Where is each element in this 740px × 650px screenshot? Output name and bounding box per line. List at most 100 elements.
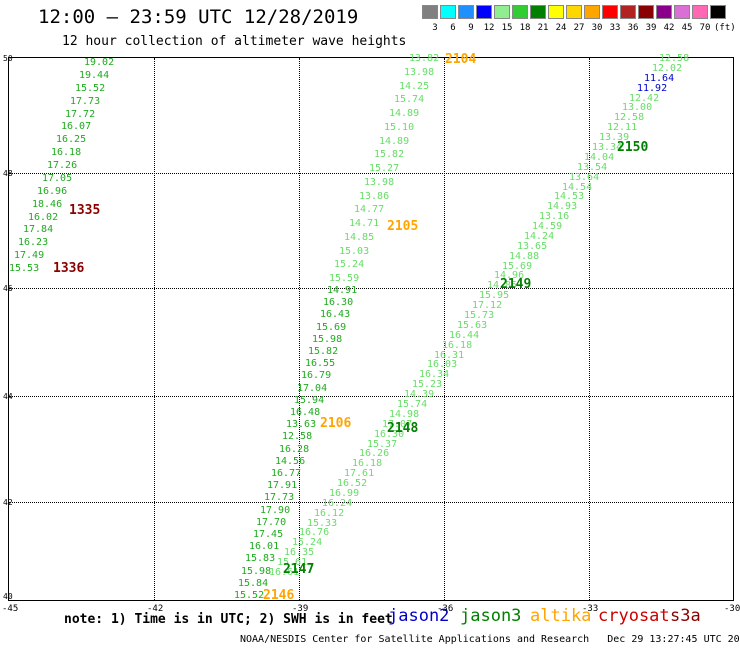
scale-label: 3 — [432, 23, 438, 33]
wave-height-value: 12.11 — [607, 122, 638, 133]
grid-line — [9, 396, 733, 397]
wave-height-value: 16.07 — [61, 121, 92, 132]
wave-height-value: 16.23 — [18, 237, 49, 248]
wave-height-value: 16.43 — [320, 309, 351, 320]
wave-height-value: 11.64 — [644, 73, 675, 84]
satellite-jason2: jason2 — [388, 606, 450, 626]
wave-height-value: 17.73 — [264, 492, 295, 503]
wave-height-value: 15.69 — [502, 261, 533, 272]
pass-time-label: 2147 — [283, 562, 315, 577]
wave-height-value: 13.54 — [577, 162, 608, 173]
wave-height-value: 15.23 — [412, 379, 443, 390]
pass-time-label: 2105 — [387, 219, 419, 234]
scale-label: 21 — [537, 23, 549, 33]
wave-height-value: 17.61 — [344, 468, 375, 479]
wave-height-value: 13.39 — [599, 132, 630, 143]
scale-swatch — [530, 5, 546, 19]
wave-height-value: 16.18 — [51, 147, 82, 158]
scale-label: 15 — [501, 23, 513, 33]
wave-height-value: 17.04 — [297, 383, 328, 394]
wave-height-value: 16.35 — [284, 547, 315, 558]
scale-swatch — [422, 5, 438, 19]
wave-height-value: 16.99 — [329, 488, 360, 499]
wave-height-value: 15.03 — [339, 246, 370, 257]
scale-swatch — [476, 5, 492, 19]
satellite-altika: altika — [530, 606, 592, 626]
scale-swatch — [566, 5, 582, 19]
wave-height-value: 14.39 — [404, 389, 435, 400]
scale-label: 18 — [519, 23, 531, 33]
wave-height-value: 16.61 — [269, 567, 300, 578]
wave-height-value: 16.01 — [249, 541, 280, 552]
longitude-label: -36 — [437, 604, 454, 614]
wave-height-value: 16.34 — [419, 369, 450, 380]
wave-height-value: 16.24 — [322, 498, 353, 509]
wave-height-value: 16.12 — [314, 508, 345, 519]
satellite-s3a: s3a — [670, 606, 701, 626]
wave-height-value: 14.96 — [494, 270, 525, 281]
wave-height-value: 17.07 — [382, 419, 413, 430]
wave-height-value: 16.02 — [28, 212, 59, 223]
wave-height-value: 17.12 — [472, 300, 503, 311]
wave-height-value: 15.52 — [234, 590, 265, 601]
wave-height-value: 14.56 — [275, 456, 306, 467]
wave-height-value: 14.93 — [547, 201, 578, 212]
scale-swatch — [512, 5, 528, 19]
wave-height-value: 14.98 — [389, 409, 420, 420]
scale-label: 6 — [450, 23, 456, 33]
wave-height-value: 12.42 — [629, 93, 660, 104]
wave-height-value: 13.00 — [622, 102, 653, 113]
wave-height-value: 13.86 — [359, 191, 390, 202]
wave-height-value: 15.82 — [374, 149, 405, 160]
wave-height-value: 15.27 — [369, 163, 400, 174]
scale-swatch — [620, 5, 636, 19]
scale-swatch — [674, 5, 690, 19]
scale-label: (ft) — [714, 23, 736, 33]
latitude-label: 42 — [3, 498, 13, 507]
wave-height-value: 16.30 — [374, 429, 405, 440]
wave-height-value: 12.02 — [652, 63, 683, 74]
wave-height-value: 16.03 — [427, 359, 458, 370]
scale-swatch — [692, 5, 708, 19]
scale-label: 42 — [663, 23, 675, 33]
map-area: 50 48 46 44 42 40 19.02 19.44 15.52 17.73 17.72 16.… — [3, 52, 734, 603]
wave-height-value: 16.79 — [301, 370, 332, 381]
page-title: 12:00 – 23:59 UTC 12/28/2019 — [38, 6, 359, 28]
wave-height-value: 16.52 — [337, 478, 368, 489]
pass-time-label: 2146 — [263, 588, 295, 603]
wave-height-value: 19.02 — [84, 57, 115, 68]
wave-height-value: 16.26 — [359, 448, 390, 459]
scale-swatch — [602, 5, 618, 19]
wave-height-value: 15.98 — [312, 334, 343, 345]
wave-height-value: 14.85 — [344, 232, 375, 243]
wave-height-value: 17.70 — [256, 517, 287, 528]
scale-label: 33 — [609, 23, 621, 33]
wave-height-value: 13.64 — [569, 172, 600, 183]
wave-height-value: 14.89 — [389, 108, 420, 119]
wave-height-value: 17.72 — [65, 109, 96, 120]
wave-height-value: 14.88 — [509, 251, 540, 262]
scale-swatch — [440, 5, 456, 19]
wave-height-value: 14.91 — [327, 285, 358, 296]
wave-height-value: 16.18 — [442, 340, 473, 351]
wave-height-value: 16.96 — [37, 186, 68, 197]
wave-height-value: 19.44 — [79, 70, 110, 81]
note-text: note: 1) Time is in UTC; 2) SWH is in fe… — [64, 612, 393, 627]
wave-height-value: 15.63 — [457, 320, 488, 331]
latitude-label: 40 — [3, 592, 13, 601]
wave-height-value: 15.95 — [479, 290, 510, 301]
pass-time-label: 1335 — [69, 203, 101, 218]
wave-height-value: 17.84 — [23, 224, 54, 235]
wave-height-value: 15.61 — [277, 557, 308, 568]
pass-time-label: 2104 — [445, 52, 477, 67]
footer-credit: NOAA/NESDIS Center for Satellite Applica… — [240, 634, 740, 645]
wave-height-value: 15.59 — [329, 273, 360, 284]
scale-label: 12 — [483, 23, 495, 33]
wave-height-value: 16.28 — [279, 444, 310, 455]
scale-swatch — [584, 5, 600, 19]
wave-height-value: 14.24 — [524, 231, 555, 242]
page-subtitle: 12 hour collection of altimeter wave hei… — [62, 34, 407, 49]
latitude-label: 50 — [3, 54, 13, 63]
wave-height-value: 16.30 — [323, 297, 354, 308]
pass-time-label: 2106 — [320, 416, 352, 431]
